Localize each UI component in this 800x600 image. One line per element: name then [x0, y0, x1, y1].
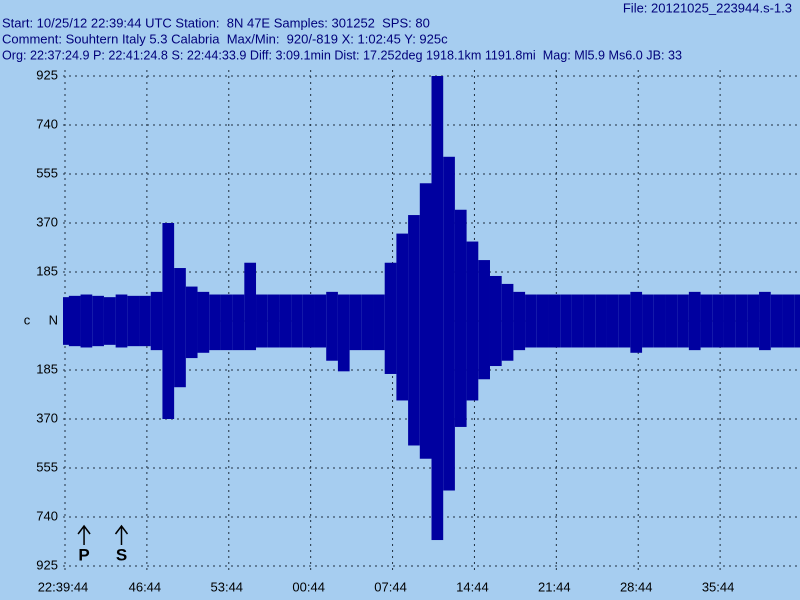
x-tick-label: 00:44 [292, 579, 325, 594]
y-tick-label: 185 [36, 263, 58, 278]
x-tick-label: 22:39:44 [38, 579, 89, 594]
trace-segment [139, 295, 151, 347]
trace-segment [150, 291, 163, 351]
trace-segment [80, 294, 93, 348]
x-tick-label: 53:44 [211, 579, 244, 594]
y-tick-label: 925 [36, 557, 58, 572]
trace-segment [525, 294, 537, 348]
trace-segment [103, 297, 116, 345]
header-line: Start: 10/25/12 22:39:44 UTC Station: 8N… [2, 15, 430, 30]
header-line: Comment: Souhtern Italy 5.3 Calabria Max… [2, 31, 448, 46]
trace-segment [478, 260, 490, 380]
trace-segment [115, 294, 128, 348]
trace-segment [326, 291, 338, 361]
x-tick-label: 46:44 [129, 579, 162, 594]
y-tick-label: 555 [36, 459, 58, 474]
trace-segment [384, 262, 397, 374]
phase-label: S [116, 545, 127, 564]
trace-segment [174, 268, 186, 388]
x-tick-label: 14:44 [456, 579, 489, 594]
trace-segment [291, 294, 303, 348]
trace-segment [209, 294, 221, 351]
trace-segment [419, 183, 432, 459]
phase-label: P [78, 545, 89, 564]
arrow [114, 524, 129, 545]
trace-segment [677, 294, 689, 348]
y-tick-label: 740 [36, 508, 58, 523]
y-tick-label: 925 [36, 67, 58, 82]
trace-segment [408, 215, 420, 446]
trace-segment [220, 294, 233, 351]
x-tick-label: 21:44 [538, 579, 571, 594]
trace-segment [536, 294, 549, 348]
trace-segment [361, 294, 374, 351]
trace-segment [723, 294, 736, 348]
trace-segment [489, 275, 502, 367]
trace-segment [759, 291, 771, 351]
trace-segment [513, 291, 526, 351]
trace-segment [595, 294, 607, 348]
trace-segment [700, 294, 713, 348]
trace-segment [688, 291, 701, 351]
trace-segment [548, 294, 561, 348]
y-tick-label: 185 [36, 361, 58, 376]
trace-segment [244, 262, 257, 351]
trace-segment [443, 156, 455, 491]
trace-segment [232, 294, 245, 351]
trace-segment [583, 294, 596, 348]
trace-segment [185, 286, 198, 359]
trace-segment [770, 294, 783, 348]
y-tick-label: 370 [36, 214, 58, 229]
trace-segment [92, 295, 104, 347]
trace-segment [735, 294, 748, 348]
trace-segment [302, 294, 315, 348]
x-tick-label: 28:44 [620, 579, 653, 594]
arrow [77, 524, 91, 545]
trace-segment [279, 294, 292, 348]
trace-segment [314, 294, 327, 348]
trace-segment [794, 294, 800, 348]
trace-segment [337, 294, 350, 372]
trace-segment [162, 223, 175, 419]
trace-segment [197, 291, 210, 353]
trace-segment [618, 294, 631, 348]
x-tick-label: 07:44 [374, 579, 407, 594]
x-tick-label: 35:44 [702, 579, 735, 594]
y-axis-label: c [24, 312, 31, 327]
trace-segment [396, 233, 409, 401]
trace-segment [642, 294, 654, 348]
trace-segment [68, 295, 81, 347]
trace-segment [454, 209, 467, 427]
trace-segment [501, 283, 514, 361]
trace-segment [782, 294, 795, 348]
trace-segment [349, 294, 362, 351]
trace-segment [630, 291, 643, 353]
trace-segment [747, 294, 760, 348]
header-line: Org: 22:37:24.9 P: 22:41:24.8 S: 22:44:3… [2, 48, 682, 62]
file-name: File: 20121025_223944.s-1.3 [623, 0, 792, 15]
y-tick-label: 555 [36, 165, 58, 180]
trace-segment [127, 295, 140, 347]
y-tick-label: 740 [36, 116, 58, 131]
trace-segment [466, 241, 479, 401]
y-tick-label: N [49, 312, 58, 327]
trace-segment [267, 294, 280, 348]
trace-segment [256, 294, 268, 348]
trace-segment [653, 294, 666, 348]
y-tick-label: 370 [36, 410, 58, 425]
trace-segment [712, 294, 724, 348]
trace-segment [560, 294, 572, 348]
trace-segment [571, 294, 584, 348]
trace-segment [606, 294, 619, 348]
trace-segment [665, 294, 678, 348]
trace-segment [373, 294, 385, 351]
trace-segment [431, 76, 444, 541]
